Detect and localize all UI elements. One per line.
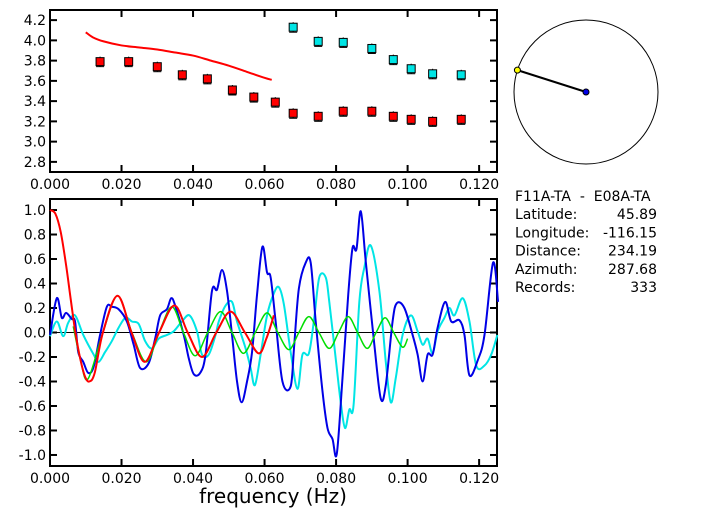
cyan-point [406,64,416,74]
map-circle [513,19,659,165]
x-tick-label: 0.120 [459,471,499,487]
red-point [95,57,105,67]
y-tick-label: -1.0 [19,448,46,464]
center-marker [582,88,590,96]
y-tick-label: 0.8 [24,228,46,244]
x-tick-label: 0.000 [30,471,70,487]
cyan-point [456,70,466,80]
station-marker [513,66,521,74]
x-tick-label: 0.100 [388,471,428,487]
info-value: 45.89 [617,207,657,223]
azimuth-map [513,19,659,165]
blue-series-line [49,210,500,458]
x-axis-title: frequency (Hz) [199,484,347,508]
info-value: 333 [630,280,657,296]
station-pair: F11A-TA - E08A-TA [515,189,651,205]
red-point [428,116,438,126]
x-tick-label: 0.060 [245,471,285,487]
y-tick-label: 0.0 [24,326,46,342]
red-point [338,106,348,116]
red-point [313,111,323,121]
y-tick-label: -0.6 [19,399,46,415]
red-point [456,114,466,124]
y-tick-label: 3.2 [24,114,46,130]
info-panel: F11A-TA - E08A-TA Latitude: 45.89 Longitud… [515,189,657,296]
y-tick-label: 0.2 [24,301,46,317]
y-tick-label: 3.4 [24,94,46,110]
cyan-point [288,22,298,32]
x-tick-label: 0.080 [316,177,356,193]
red-point [249,92,259,102]
y-tick-label: 4.2 [24,13,46,29]
cyan-point [313,36,323,46]
red-point [202,74,212,84]
x-tick-label: 0.000 [30,177,70,193]
y-tick-label: 4.0 [24,33,46,49]
correlation-plot: 0.000 0.020 0.040 0.060 0.080 0.100 0.120 1.0 0.… [19,198,500,487]
y-tick-label: 3.8 [24,54,46,70]
red-point [288,108,298,118]
red-series-line [49,209,275,383]
x-tick-label: 0.100 [388,177,428,193]
cyan-point [338,37,348,47]
info-value: 287.68 [608,262,657,278]
red-point [124,57,134,67]
y-tick-label: 2.8 [24,155,46,171]
info-label: Longitude: [515,225,589,241]
y-tick-label: -0.4 [19,374,46,390]
red-point [270,97,280,107]
red-point [388,111,398,121]
x-tick-label: 0.020 [101,471,141,487]
red-point [177,70,187,80]
dispersion-plot: 0.000 0.020 0.040 0.060 0.080 0.100 0.120 2.8 3.… [24,9,499,193]
cyan-point [388,55,398,65]
info-value: -116.15 [603,225,657,241]
y-tick-label: 0.6 [24,252,46,268]
y-tick-label: 3.6 [24,74,46,90]
x-tick-label: 0.040 [173,177,213,193]
x-tick-label: 0.040 [173,471,213,487]
y-tick-label: 1.0 [24,203,46,219]
red-curve [85,31,272,81]
x-tick-label: 0.020 [101,177,141,193]
y-tick-label: -0.2 [19,350,46,366]
y-tick-label: -0.8 [19,423,46,439]
red-point [406,114,416,124]
azimuth-line [517,69,587,93]
axes-frame [49,9,498,173]
cyan-series-line [49,243,499,430]
info-label: Distance: [515,244,581,260]
cyan-point [367,43,377,53]
info-label: Azimuth: [515,262,577,278]
y-tick-label: 3.0 [24,135,46,151]
info-label: Records: [515,280,575,296]
x-tick-label: 0.080 [316,471,356,487]
info-value: 234.19 [608,244,657,260]
y-tick-label: 0.4 [24,277,46,293]
info-label: Latitude: [515,207,577,223]
red-point [152,62,162,72]
x-tick-label: 0.060 [245,177,285,193]
x-tick-label: 0.120 [459,177,499,193]
red-point [367,106,377,116]
red-point [227,85,237,95]
cyan-point [428,69,438,79]
